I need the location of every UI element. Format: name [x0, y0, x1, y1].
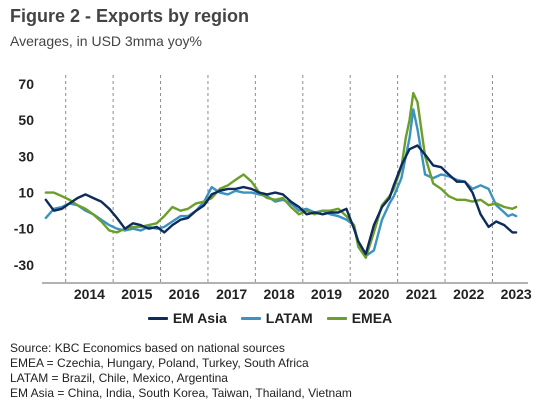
series-line-em-asia: [44, 144, 518, 256]
legend-swatch-em-asia: [147, 316, 168, 320]
legend-swatch-latam: [240, 316, 261, 320]
exports-line-chart: 70 50 30 10 -10 -30 2014 2015 2016 2017 2018 2019 20…: [14, 75, 532, 300]
x-tick-label: 2020: [358, 286, 389, 300]
y-tick-label: -10: [14, 221, 34, 237]
x-tick-label: 2021: [406, 286, 437, 300]
x-tick-label: 2015: [121, 286, 152, 300]
x-tick-label: 2023: [501, 286, 532, 300]
legend-swatch-emea: [326, 316, 347, 320]
x-tick-label: 2022: [453, 286, 484, 300]
legend-item-latam: LATAM: [240, 310, 313, 326]
note-emea: EMEA = Czechia, Hungary, Poland, Turkey,…: [10, 356, 309, 370]
y-tick-label: -30: [14, 257, 34, 273]
source-notes: Source: KBC Economics based on national …: [10, 341, 352, 401]
source-line: Source: KBC Economics based on national …: [10, 341, 285, 355]
chart-legend: EM Asia LATAM EMEA: [0, 310, 540, 326]
x-tick-label: 2014: [74, 286, 105, 300]
note-latam: LATAM = Brazil, Chile, Mexico, Argentina: [10, 371, 228, 385]
y-tick-label: 30: [18, 148, 34, 164]
chart-title: Figure 2 - Exports by region: [10, 6, 250, 26]
y-tick-label: 10: [18, 185, 34, 201]
x-tick-label: 2018: [263, 286, 294, 300]
legend-label-latam: LATAM: [265, 310, 313, 326]
x-tick-label: 2017: [216, 286, 247, 300]
series-line-emea: [44, 91, 518, 259]
note-em-asia: EM Asia = China, India, South Korea, Tai…: [10, 386, 352, 400]
legend-label-em-asia: EM Asia: [172, 310, 227, 326]
chart-subtitle: Averages, in USD 3mma yoy%: [10, 33, 202, 49]
x-tick-label: 2019: [311, 286, 342, 300]
y-tick-label: 50: [18, 112, 34, 128]
legend-item-em-asia: EM Asia: [147, 310, 227, 326]
legend-label-emea: EMEA: [351, 310, 393, 326]
legend-item-emea: EMEA: [326, 310, 393, 326]
series-line-latam: [44, 108, 518, 258]
x-tick-label: 2016: [169, 286, 200, 300]
y-tick-label: 70: [18, 76, 34, 92]
